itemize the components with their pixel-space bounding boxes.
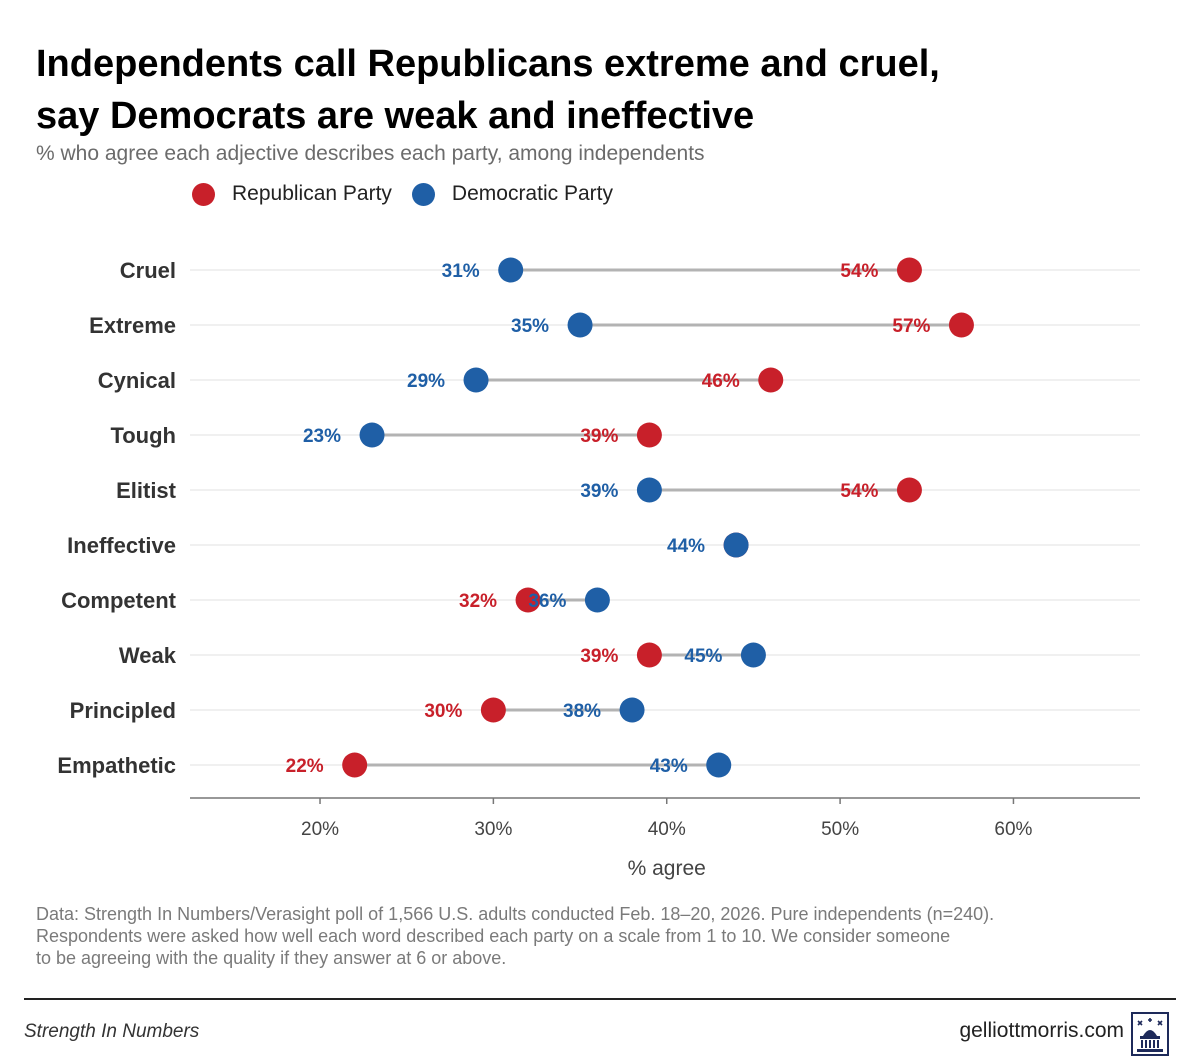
point-republican-elitist (896, 477, 922, 503)
x-axis-title: % agree (628, 857, 706, 880)
legend-label-republican: Republican Party (232, 182, 392, 205)
category-label-cynical: Cynical (98, 368, 176, 393)
point-republican-competent (515, 587, 541, 613)
category-label-principled: Principled (70, 698, 176, 723)
value-label-republican-competent: 32% (459, 591, 497, 612)
point-republican-principled (480, 697, 506, 723)
value-label-democratic-competent: 36% (528, 591, 566, 612)
source-note: Data: Strength In Numbers/Verasight poll… (36, 903, 1186, 969)
source-note-line-3: to be agreeing with the quality if they … (36, 948, 507, 968)
point-democratic-tough (359, 422, 385, 448)
dumbbell-chart: Cruel 54% 31% Extreme 57% 35% Cynical 46% 29% Tou… (57, 257, 1140, 880)
value-label-republican-extreme: 57% (892, 316, 930, 337)
x-tick-label-50: 50% (821, 819, 859, 840)
category-label-tough: Tough (110, 423, 176, 448)
value-label-republican-weak: 39% (580, 646, 618, 667)
value-label-republican-elitist: 54% (840, 481, 878, 502)
title-line-1: Independents call Republicans extreme an… (36, 43, 940, 85)
legend-item-republican: Republican Party (192, 182, 392, 206)
point-democratic-cruel (498, 257, 524, 283)
legend-label-democratic: Democratic Party (451, 182, 613, 205)
point-democratic-principled (619, 697, 645, 723)
category-label-cruel: Cruel (120, 258, 176, 283)
legend-dot-republican (192, 182, 215, 206)
category-label-elitist: Elitist (116, 478, 177, 503)
point-democratic-weak (740, 642, 766, 668)
category-label-extreme: Extreme (89, 313, 176, 338)
capitol-logo-icon (1131, 1012, 1169, 1056)
footer-divider (24, 998, 1176, 1000)
chart-title: Independents call Republicans extreme an… (36, 38, 1176, 142)
chart-subtitle: % who agree each adjective describes eac… (36, 142, 705, 165)
point-democratic-empathetic (706, 752, 732, 778)
category-label-ineffective: Ineffective (67, 533, 176, 558)
source-note-line-1: Data: Strength In Numbers/Verasight poll… (36, 904, 995, 924)
x-tick-label-40: 40% (648, 819, 686, 840)
value-label-democratic-cruel: 31% (442, 261, 480, 282)
value-label-democratic-extreme: 35% (511, 316, 549, 337)
x-tick-label-20: 20% (301, 819, 339, 840)
site-link[interactable]: gelliottmorris.com (959, 1019, 1124, 1042)
value-label-republican-principled: 30% (424, 701, 462, 722)
category-label-competent: Competent (61, 588, 177, 613)
category-label-empathetic: Empathetic (57, 753, 176, 778)
value-label-democratic-principled: 38% (563, 701, 601, 722)
x-tick-label-60: 60% (994, 819, 1032, 840)
point-republican-weak (636, 642, 662, 668)
point-republican-tough (636, 422, 662, 448)
point-republican-empathetic (342, 752, 368, 778)
point-republican-cynical (758, 367, 784, 393)
category-label-weak: Weak (119, 643, 177, 668)
brand-name: Strength In Numbers (24, 1021, 200, 1042)
value-label-democratic-cynical: 29% (407, 371, 445, 392)
legend: Republican Party Democratic Party (192, 178, 633, 210)
point-republican-extreme (948, 312, 974, 338)
value-label-republican-cruel: 54% (840, 261, 878, 282)
point-democratic-competent (584, 587, 610, 613)
value-label-republican-cynical: 46% (702, 371, 740, 392)
point-democratic-elitist (636, 477, 662, 503)
value-label-democratic-ineffective: 44% (667, 536, 705, 557)
x-tick-label-30: 30% (474, 819, 512, 840)
point-democratic-cynical (463, 367, 489, 393)
value-label-democratic-elitist: 39% (580, 481, 618, 502)
point-democratic-ineffective (723, 532, 749, 558)
value-label-republican-empathetic: 22% (286, 756, 324, 777)
legend-dot-democratic (411, 182, 435, 206)
legend-item-democratic: Democratic Party (411, 182, 613, 206)
source-note-line-2: Respondents were asked how well each wor… (36, 926, 951, 946)
title-line-2: say Democrats are weak and ineffective (36, 95, 755, 137)
point-republican-cruel (896, 257, 922, 283)
value-label-democratic-weak: 45% (684, 646, 722, 667)
point-democratic-extreme (567, 312, 593, 338)
value-label-republican-tough: 39% (580, 426, 618, 447)
value-label-democratic-empathetic: 43% (650, 756, 688, 777)
value-label-democratic-tough: 23% (303, 426, 341, 447)
